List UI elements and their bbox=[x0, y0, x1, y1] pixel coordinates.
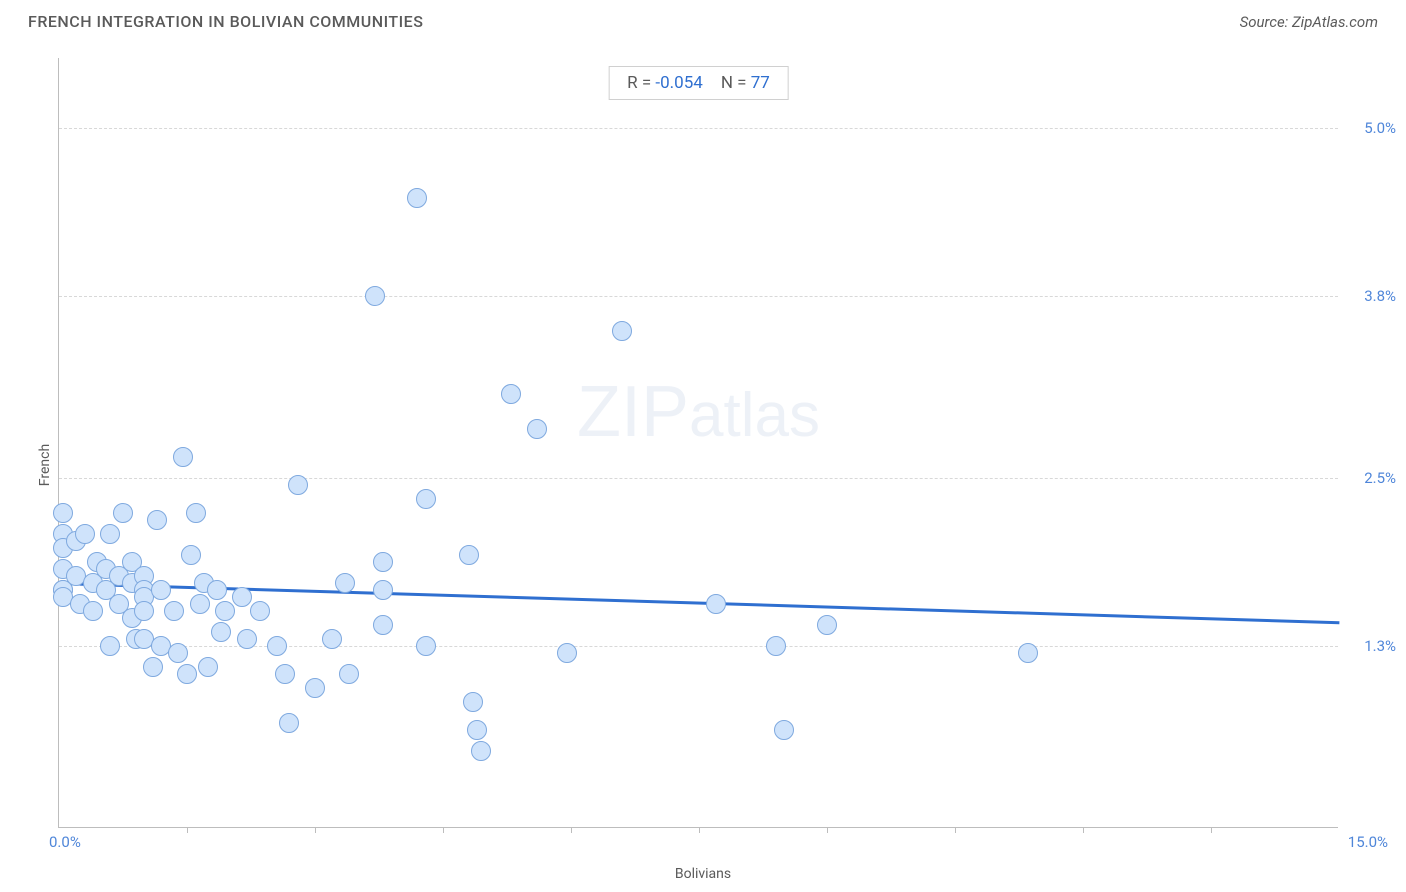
data-point bbox=[305, 678, 325, 698]
data-point bbox=[1018, 643, 1038, 663]
gridline bbox=[59, 478, 1338, 479]
data-point bbox=[164, 601, 184, 621]
data-point bbox=[501, 384, 521, 404]
y-axis-label: French bbox=[37, 444, 53, 486]
data-point bbox=[365, 286, 385, 306]
data-point bbox=[817, 615, 837, 635]
x-tick-mark bbox=[443, 827, 444, 833]
x-axis-label: Bolivians bbox=[675, 866, 731, 882]
data-point bbox=[373, 615, 393, 635]
data-point bbox=[288, 475, 308, 495]
data-point bbox=[471, 741, 491, 761]
data-point bbox=[612, 321, 632, 341]
x-tick-mark bbox=[315, 827, 316, 833]
data-point bbox=[53, 503, 73, 523]
data-point bbox=[173, 447, 193, 467]
data-point bbox=[100, 636, 120, 656]
data-point bbox=[416, 489, 436, 509]
data-point bbox=[151, 580, 171, 600]
data-point bbox=[250, 601, 270, 621]
data-point bbox=[279, 713, 299, 733]
data-point bbox=[232, 587, 252, 607]
data-point bbox=[207, 580, 227, 600]
x-tick-mark bbox=[699, 827, 700, 833]
data-point bbox=[181, 545, 201, 565]
y-tick-label: 1.3% bbox=[1364, 637, 1396, 655]
n-value: 77 bbox=[751, 73, 770, 93]
plot-area: ZIPatlas R = -0.054 N = 77 0.0% 15.0% 1.… bbox=[58, 58, 1338, 828]
data-point bbox=[134, 601, 154, 621]
data-point bbox=[267, 636, 287, 656]
data-point bbox=[100, 524, 120, 544]
data-point bbox=[774, 720, 794, 740]
y-tick-label: 5.0% bbox=[1364, 119, 1396, 137]
data-point bbox=[416, 636, 436, 656]
data-point bbox=[706, 594, 726, 614]
data-point bbox=[373, 580, 393, 600]
gridline bbox=[59, 128, 1338, 129]
chart-container: French Bolivians ZIPatlas R = -0.054 N =… bbox=[28, 50, 1378, 880]
data-point bbox=[113, 503, 133, 523]
data-point bbox=[557, 643, 577, 663]
x-tick-mark bbox=[827, 827, 828, 833]
gridline bbox=[59, 296, 1338, 297]
x-tick-mark bbox=[187, 827, 188, 833]
data-point bbox=[190, 594, 210, 614]
data-point bbox=[75, 524, 95, 544]
data-point bbox=[459, 545, 479, 565]
x-tick-mark bbox=[1211, 827, 1212, 833]
data-point bbox=[198, 657, 218, 677]
chart-title: FRENCH INTEGRATION IN BOLIVIAN COMMUNITI… bbox=[28, 12, 423, 31]
data-point bbox=[339, 664, 359, 684]
data-point bbox=[322, 629, 342, 649]
x-tick-mark bbox=[955, 827, 956, 833]
data-point bbox=[335, 573, 355, 593]
x-tick-max: 15.0% bbox=[1348, 833, 1388, 851]
data-point bbox=[211, 622, 231, 642]
data-point bbox=[215, 601, 235, 621]
data-point bbox=[275, 664, 295, 684]
data-point bbox=[527, 419, 547, 439]
data-point bbox=[143, 657, 163, 677]
data-point bbox=[168, 643, 188, 663]
data-point bbox=[186, 503, 206, 523]
y-tick-label: 2.5% bbox=[1364, 469, 1396, 487]
source-label: Source: ZipAtlas.com bbox=[1240, 13, 1378, 31]
stats-box: R = -0.054 N = 77 bbox=[608, 66, 789, 100]
x-tick-mark bbox=[571, 827, 572, 833]
data-point bbox=[177, 664, 197, 684]
data-point bbox=[147, 510, 167, 530]
data-point bbox=[766, 636, 786, 656]
y-tick-label: 3.8% bbox=[1364, 287, 1396, 305]
data-point bbox=[373, 552, 393, 572]
data-point bbox=[83, 601, 103, 621]
data-point bbox=[407, 188, 427, 208]
r-label: R = -0.054 bbox=[627, 73, 703, 93]
data-point bbox=[237, 629, 257, 649]
x-tick-min: 0.0% bbox=[49, 833, 81, 851]
data-point bbox=[463, 692, 483, 712]
x-tick-mark bbox=[1083, 827, 1084, 833]
n-label: N = 77 bbox=[721, 73, 770, 93]
r-value: -0.054 bbox=[655, 73, 702, 93]
data-point bbox=[467, 720, 487, 740]
watermark: ZIPatlas bbox=[577, 371, 820, 453]
